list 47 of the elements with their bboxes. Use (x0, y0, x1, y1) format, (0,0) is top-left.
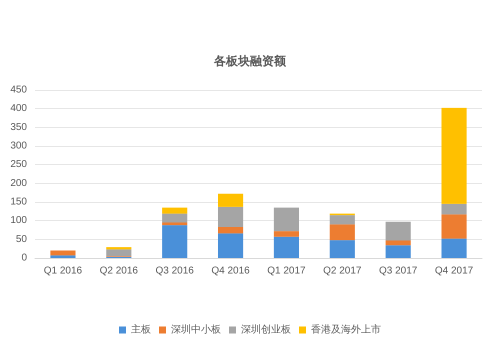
y-tick-label: 150 (10, 196, 28, 208)
legend-label: 深圳中小板 (171, 324, 221, 336)
y-tick-label: 250 (10, 159, 28, 170)
x-tick-label: Q3 2017 (379, 266, 418, 276)
bar (218, 233, 244, 258)
y-tick-label: 300 (10, 140, 28, 152)
bar (274, 208, 300, 232)
bar (386, 222, 411, 240)
bar (330, 240, 355, 258)
bar (330, 224, 355, 240)
bar (441, 204, 467, 214)
bar (330, 215, 355, 224)
bar (162, 214, 188, 223)
bar (441, 108, 467, 204)
x-tick-label: Q2 2016 (100, 266, 138, 276)
y-tick-label: 100 (10, 215, 28, 226)
x-tick-label: Q2 2017 (323, 266, 362, 276)
bar (218, 206, 244, 228)
legend-label: 香港及海外上市 (311, 324, 381, 336)
y-tick-label: 450 (10, 84, 28, 96)
y-tick-label: 50 (16, 234, 28, 245)
x-tick-label: Q4 2017 (434, 266, 474, 276)
bar (441, 214, 467, 239)
bar (162, 208, 188, 214)
x-tick-label: Q1 2016 (44, 266, 83, 276)
bar (218, 194, 244, 207)
bar (274, 236, 300, 258)
y-tick-label: 400 (10, 103, 28, 114)
chart-title: 各板块融资额 (213, 54, 287, 68)
bar (50, 255, 76, 258)
bar (386, 245, 411, 258)
bar (50, 250, 76, 256)
legend-label: 深圳创业板 (241, 324, 291, 336)
bar (162, 222, 188, 226)
y-tick-label: 200 (10, 178, 28, 189)
bar (218, 227, 244, 234)
x-tick-label: Q3 2016 (156, 266, 194, 276)
y-tick-label: 0 (21, 252, 28, 264)
bar (441, 238, 467, 258)
bar (386, 240, 411, 246)
bar (162, 225, 188, 258)
bar (106, 249, 132, 256)
bar (274, 231, 300, 237)
legend-label: 主板 (131, 324, 151, 336)
x-tick-label: Q1 2017 (267, 266, 306, 276)
y-tick-label: 350 (10, 122, 28, 133)
x-tick-label: Q4 2016 (211, 266, 250, 276)
